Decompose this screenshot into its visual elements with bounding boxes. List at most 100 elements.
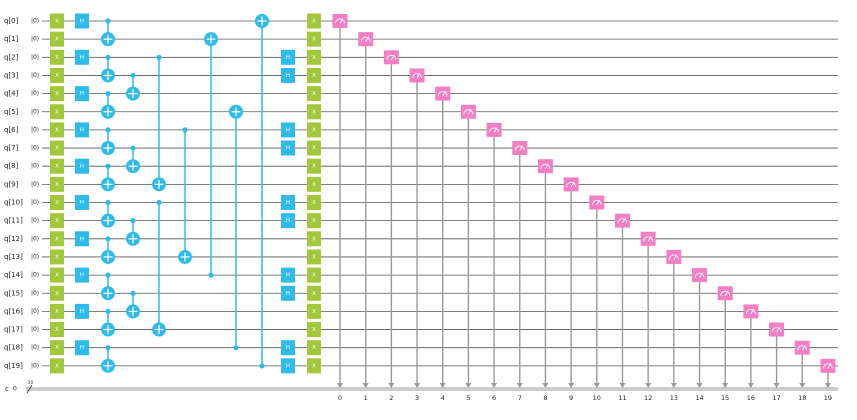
qubit-init: |0⟩ [31, 344, 39, 351]
qubit-init: |0⟩ [31, 90, 39, 97]
gate-label: X [55, 19, 59, 25]
gate [307, 249, 321, 265]
gate [307, 140, 321, 156]
qubit-init: |0⟩ [31, 108, 39, 115]
measure-gate [435, 86, 451, 101]
qubit-label: q[11] [4, 217, 23, 225]
gate [75, 267, 89, 283]
gate-label: H [80, 127, 84, 133]
gate-label: X [312, 327, 316, 333]
gate-label: H [286, 55, 290, 61]
gate [75, 231, 89, 247]
meter-arc [771, 327, 782, 333]
qubit-init: |0⟩ [31, 235, 39, 242]
qubit-init: |0⟩ [31, 181, 39, 188]
gate [307, 13, 321, 29]
gate [281, 140, 295, 156]
meter-needle [699, 272, 703, 278]
gate-label: X [312, 182, 316, 188]
meter-needle [801, 344, 806, 351]
gate [50, 322, 64, 338]
gate [50, 213, 64, 229]
gate-label: X [312, 273, 316, 279]
measure-gate [769, 322, 785, 337]
gate-label: X [55, 164, 59, 170]
gate [307, 122, 321, 138]
qubit-init: |0⟩ [31, 163, 39, 170]
meter-needle [647, 236, 652, 242]
gate [281, 49, 295, 65]
cx-control [156, 54, 162, 60]
gate [75, 13, 89, 29]
measure-index: 9 [569, 394, 573, 402]
measure-index: 8 [543, 394, 547, 402]
measure-index: 15 [721, 394, 729, 402]
measure-gate [820, 358, 836, 373]
qubit-label: q[2] [4, 53, 19, 61]
gate-label: H [80, 236, 84, 242]
gate [75, 122, 89, 138]
gate-label: X [312, 19, 316, 25]
gate [307, 104, 321, 120]
gate-label: X [55, 200, 59, 206]
gate-label: X [55, 236, 59, 242]
meter-arc [412, 73, 422, 79]
gate-label: H [286, 363, 290, 369]
measure-arrow [773, 383, 780, 388]
gate-label: X [312, 127, 316, 133]
meter-arc [437, 91, 448, 97]
measure-arrow [362, 383, 369, 388]
meter-needle [545, 163, 549, 169]
gate [75, 49, 89, 65]
cx-control [105, 163, 111, 169]
qubit-label: q[3] [4, 71, 19, 79]
gate-label: X [55, 309, 59, 315]
gate-label: X [312, 345, 316, 351]
meter-arc [694, 272, 705, 278]
qubit-label: q[16] [4, 307, 23, 315]
cx-control [105, 54, 111, 60]
measure-gate [332, 14, 348, 28]
meter-arc [514, 145, 525, 151]
measure-index: 4 [441, 394, 445, 402]
gate [75, 86, 89, 102]
cx-control [259, 363, 265, 369]
cx-control [156, 199, 162, 206]
qubit-init: |0⟩ [31, 126, 39, 133]
measure-index: 16 [747, 394, 755, 402]
qubit-label: q[4] [4, 90, 19, 98]
cx-control [105, 18, 111, 24]
measure-arrow [439, 383, 446, 388]
gate [75, 158, 89, 174]
gate-label: X [55, 327, 59, 333]
gate-label: X [312, 236, 316, 242]
qubit-init: |0⟩ [31, 18, 39, 25]
gate-label: X [312, 73, 316, 79]
qubit-init: |0⟩ [31, 308, 39, 315]
qubit-label: q[5] [4, 108, 19, 116]
gate [50, 86, 64, 102]
gate [281, 285, 295, 301]
measure-gate [563, 177, 579, 192]
qubit-label: q[1] [4, 35, 19, 43]
gate [307, 49, 321, 65]
measure-gate [640, 231, 656, 246]
gate [307, 267, 321, 283]
meter-needle [776, 326, 780, 333]
gate-label: H [80, 55, 84, 61]
gate-label: H [80, 273, 84, 279]
meter-needle [827, 363, 832, 369]
gate [281, 122, 295, 138]
qubit-init: |0⟩ [31, 145, 39, 152]
qubit-init: |0⟩ [31, 326, 39, 333]
meter-needle [390, 54, 395, 61]
meter-needle [570, 181, 575, 188]
meter-arc [335, 18, 345, 24]
meter-arc [360, 36, 371, 42]
cx-control [105, 91, 111, 97]
meter-needle [365, 36, 370, 42]
gate-label: X [312, 291, 316, 297]
cx-control [130, 72, 136, 79]
meter-needle [622, 217, 626, 224]
